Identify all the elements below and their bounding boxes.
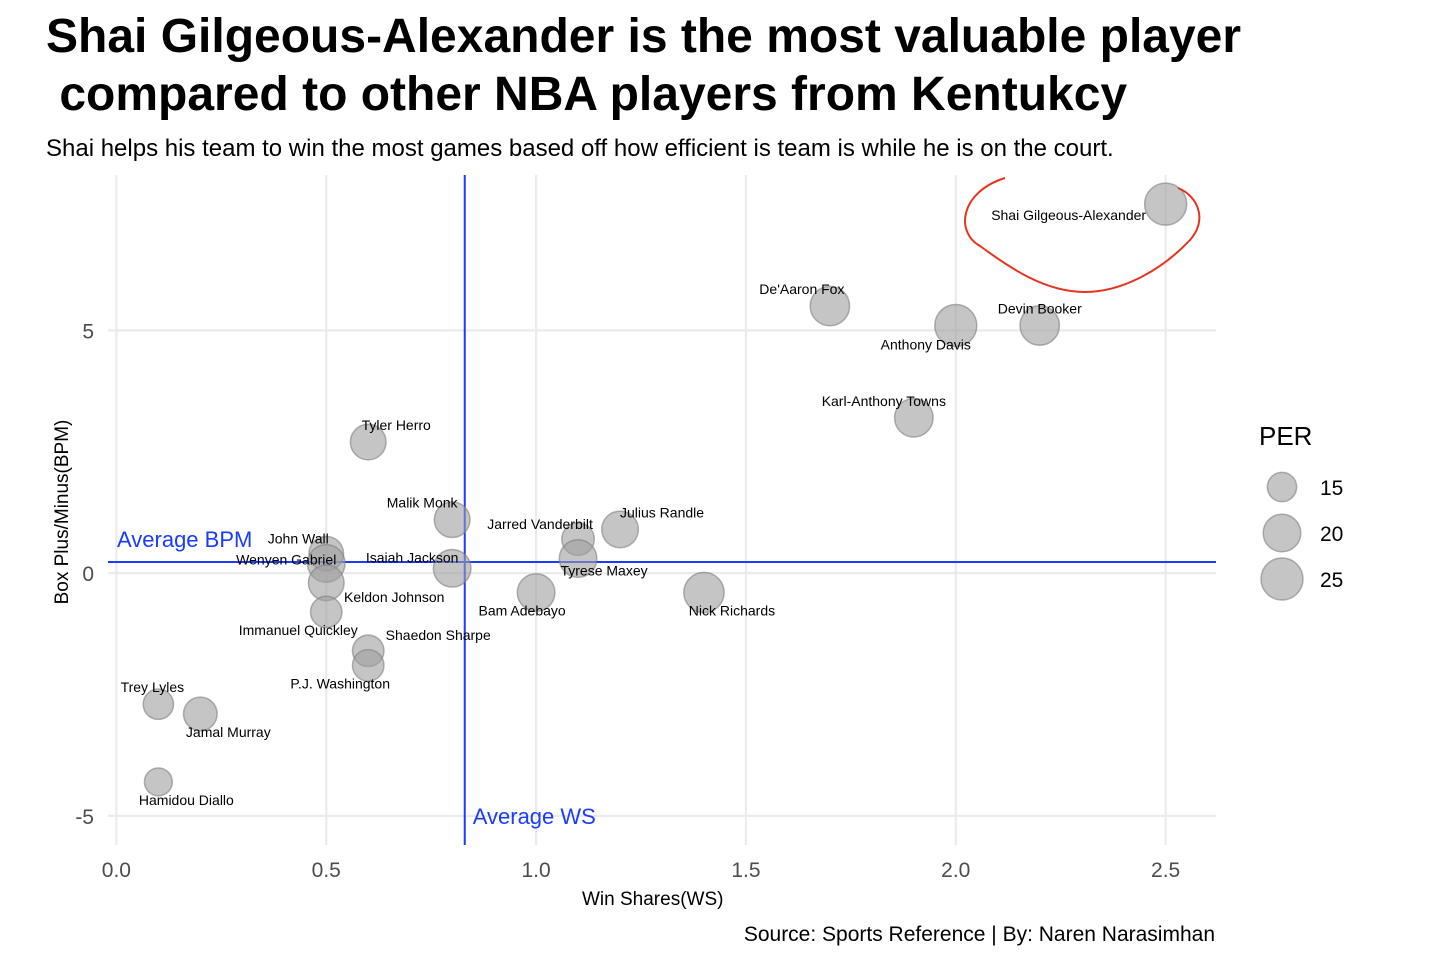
legend-label-25: 25 <box>1320 569 1343 592</box>
point-tyler-herro <box>349 423 387 461</box>
point-label-karl-anthony-towns: Karl-Anthony Towns <box>822 393 946 409</box>
legend-title: PER <box>1259 421 1312 451</box>
point-label-shaedon-sharpe: Shaedon Sharpe <box>386 627 491 643</box>
point-p-j-washington <box>351 648 385 682</box>
size-legend: PER 15 20 25 <box>1259 421 1343 601</box>
average-ws-label: Average WS <box>473 804 596 829</box>
point-tyrese-maxey <box>558 539 598 579</box>
x-tick-label: 2.5 <box>1151 859 1180 882</box>
point-bam-adebayo <box>516 573 556 613</box>
point-label-keldon-johnson: Keldon Johnson <box>344 589 444 605</box>
point-hamidou-diallo <box>143 767 174 797</box>
axes: 0.0 0.5 1.0 1.5 2.0 2.5 -5 0 5 <box>75 320 1180 882</box>
point-malik-monk <box>433 501 471 539</box>
point-label-julius-randle: Julius Randle <box>620 504 704 520</box>
point-trey-lyles <box>142 688 175 721</box>
point-label-malik-monk: Malik Monk <box>387 495 459 511</box>
legend-label-15: 15 <box>1320 477 1343 500</box>
legend-key-20 <box>1262 513 1302 553</box>
point-label-de-aaron-fox: De'Aaron Fox <box>759 281 844 297</box>
point-julius-randle <box>600 510 640 549</box>
x-tick-label: 1.5 <box>731 859 760 882</box>
chart-caption: Source: Sports Reference | By: Naren Nar… <box>744 923 1215 946</box>
average-bpm-label: Average BPM <box>117 527 252 552</box>
point-labels: Shai Gilgeous-Alexander De'Aaron Fox Antho… <box>121 207 1147 808</box>
point-label-anthony-davis: Anthony Davis <box>881 337 971 353</box>
point-devin-booker <box>1019 305 1061 346</box>
y-tick-label: -5 <box>75 806 94 829</box>
x-tick-label: 1.0 <box>521 859 550 882</box>
x-tick-label: 0.0 <box>102 859 131 882</box>
highlight-circle <box>964 177 1201 294</box>
legend-label-20: 20 <box>1320 523 1343 546</box>
chart-title-line-2: compared to other NBA players from Kentu… <box>46 68 1127 121</box>
point-keldon-johnson <box>307 564 345 602</box>
chart-subtitle: Shai helps his team to win the most game… <box>46 135 1114 162</box>
point-label-immanuel-quickley: Immanuel Quickley <box>239 622 358 638</box>
x-tick-label: 2.0 <box>941 859 970 882</box>
point-label-p-j-washington: P.J. Washington <box>290 675 390 691</box>
point-label-bam-adebayo: Bam Adebayo <box>479 603 566 619</box>
point-de-aaron-fox <box>809 285 851 327</box>
x-tick-label: 0.5 <box>312 859 341 882</box>
x-axis-title: Win Shares(WS) <box>582 889 723 910</box>
point-label-jamal-murray: Jamal Murray <box>186 724 271 740</box>
point-karl-anthony-towns <box>893 397 934 438</box>
point-label-hamidou-diallo: Hamidou Diallo <box>139 792 234 808</box>
point-immanuel-quickley <box>309 595 343 629</box>
point-isaiah-jackson <box>432 548 472 588</box>
point-jamal-murray <box>182 696 218 732</box>
point-label-nick-richards: Nick Richards <box>689 603 775 619</box>
point-label-trey-lyles: Trey Lyles <box>121 679 185 695</box>
chart-title-line-1: Shai Gilgeous-Alexander is the most valu… <box>46 10 1241 63</box>
point-label-tyrese-maxey: Tyrese Maxey <box>560 563 647 579</box>
point-label-devin-booker: Devin Booker <box>998 301 1082 317</box>
point-label-isaiah-jackson: Isaiah Jackson <box>366 549 459 565</box>
point-nick-richards <box>683 571 725 614</box>
y-axis-title: Box Plus/Minus(BPM) <box>52 420 73 605</box>
point-shai-gilgeous-alexander <box>1143 182 1188 226</box>
legend-key-15 <box>1266 471 1298 503</box>
y-tick-label: 5 <box>82 320 94 343</box>
point-label-wenyen-gabriel: Wenyen Gabriel <box>236 551 336 567</box>
point-label-tyler-herro: Tyler Herro <box>362 417 431 433</box>
point-anthony-davis <box>934 303 978 348</box>
y-tick-label: 0 <box>82 563 94 586</box>
legend-key-25 <box>1260 557 1304 601</box>
reference-lines: Average WS Average BPM <box>108 175 1216 845</box>
point-label-john-wall: John Wall <box>268 531 329 547</box>
data-points <box>142 182 1188 797</box>
point-label-shai-gilgeous-alexander: Shai Gilgeous-Alexander <box>991 207 1146 223</box>
point-label-jarred-vanderbilt: Jarred Vanderbilt <box>487 516 593 532</box>
